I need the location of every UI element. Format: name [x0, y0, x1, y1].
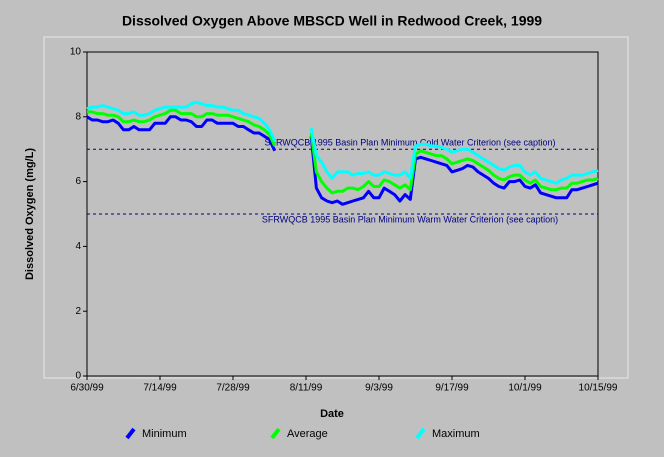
y-tick-label: 2 — [75, 306, 81, 317]
x-tick-label: 8/11/99 — [290, 383, 323, 394]
y-tick-label: 4 — [75, 241, 81, 252]
y-axis-label: Dissolved Oxygen (mg/L) — [24, 148, 36, 280]
x-tick-label: 6/30/99 — [70, 383, 104, 394]
x-tick-label: 7/14/99 — [143, 383, 177, 394]
x-tick-label: 10/1/99 — [508, 383, 542, 394]
y-tick-label: 6 — [75, 176, 81, 187]
legend-label: Average — [287, 428, 328, 440]
legend-swatch — [270, 427, 281, 440]
legend-swatch — [125, 427, 136, 440]
legend-label: Minimum — [142, 428, 187, 440]
chart-title: Dissolved Oxygen Above MBSCD Well in Red… — [122, 13, 542, 29]
series-line — [86, 100, 599, 185]
x-tick-label: 9/17/99 — [435, 383, 469, 394]
legend-swatch — [415, 427, 426, 440]
y-tick-label: 8 — [75, 111, 81, 122]
y-tick-label: 10 — [70, 47, 82, 58]
reference-label: SFRWQCB 1995 Basin Plan Minimum Warm Wat… — [262, 214, 558, 224]
reference-label: SFRWQCB 1995 Basin Plan Minimum Cold Wat… — [264, 138, 555, 148]
x-tick-label: 9/3/99 — [365, 383, 393, 394]
series-line — [86, 115, 599, 206]
x-tick-label: 10/15/99 — [579, 383, 618, 394]
legend-label: Maximum — [432, 428, 480, 440]
series-line — [87, 108, 599, 195]
x-axis-label: Date — [320, 408, 344, 420]
x-tick-label: 7/28/99 — [216, 383, 250, 394]
y-tick-label: 0 — [75, 371, 81, 382]
